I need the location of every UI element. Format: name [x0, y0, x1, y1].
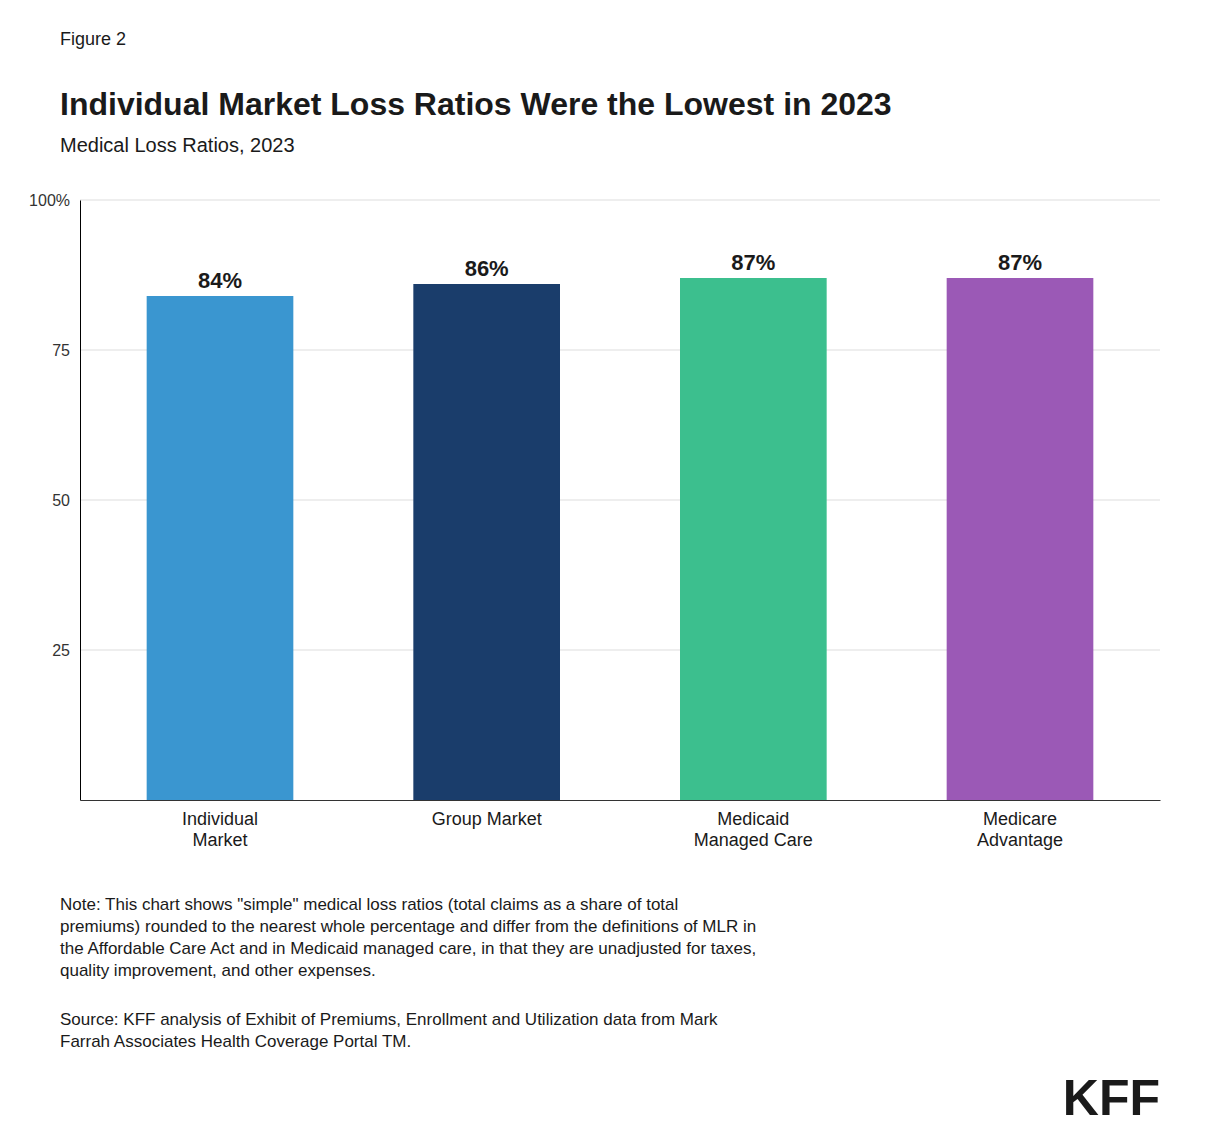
text-line: Medicaid — [717, 809, 789, 829]
x-axis: IndividualMarket Group Market MedicaidMana… — [81, 800, 1161, 850]
chart-title: Individual Market Loss Ratios Were the L… — [60, 86, 892, 122]
text-line: quality improvement, and other expenses. — [60, 961, 376, 980]
x-tick: MedicareAdvantage — [977, 800, 1063, 850]
y-tick-label: 75 — [52, 342, 70, 359]
text-line: premiums) rounded to the nearest whole p… — [60, 917, 756, 936]
y-tick-label: 25 — [52, 642, 70, 659]
note: Note: This chart shows "simple" medical … — [60, 895, 756, 980]
data-label: 86% — [465, 256, 509, 281]
bar — [147, 296, 294, 800]
logo: KFF — [1063, 1070, 1160, 1126]
figure-label: Figure 2 — [60, 29, 126, 49]
text-line: Managed Care — [694, 830, 813, 850]
text-line: Advantage — [977, 830, 1063, 850]
y-tick-label: 50 — [52, 492, 70, 509]
data-labels: 84% 86% 87% 87% — [198, 250, 1042, 293]
x-tick-label: MedicareAdvantage — [977, 809, 1063, 851]
y-axis: 25 50 75 100% — [29, 192, 80, 801]
grid-line — [80, 200, 1160, 201]
y-tick: 25 — [52, 642, 80, 659]
y-tick: 75 — [52, 342, 80, 359]
y-tick: 100% — [29, 192, 80, 209]
text-line: Note: This chart shows "simple" medical … — [60, 895, 678, 914]
x-tick-label: MedicaidManaged Care — [694, 809, 813, 851]
x-tick: MedicaidManaged Care — [694, 800, 813, 850]
text-line: Group Market — [432, 809, 542, 829]
source: Source: KFF analysis of Exhibit of Premi… — [60, 1010, 718, 1051]
chart-svg: Figure 2 Individual Market Loss Ratios We… — [0, 0, 1220, 1140]
y-axis-line — [80, 201, 81, 801]
bar — [680, 278, 827, 800]
text-line: Individual — [182, 809, 258, 829]
data-label: 84% — [198, 268, 242, 293]
x-tick: Group Market — [432, 800, 542, 829]
y-tick-label: 100% — [29, 192, 70, 209]
x-tick-label: IndividualMarket — [182, 809, 258, 851]
bars — [147, 278, 1094, 800]
chart-subtitle: Medical Loss Ratios, 2023 — [60, 134, 295, 156]
bar — [413, 284, 560, 800]
bar — [947, 278, 1094, 800]
x-tick-label: Group Market — [432, 809, 542, 829]
chart-container: Figure 2 Individual Market Loss Ratios We… — [0, 0, 1220, 1140]
text-line: Market — [192, 830, 247, 850]
data-label: 87% — [998, 250, 1042, 275]
text-line: Source: KFF analysis of Exhibit of Premi… — [60, 1010, 718, 1029]
text-line: Medicare — [983, 809, 1057, 829]
text-line: the Affordable Care Act and in Medicaid … — [60, 939, 756, 958]
x-axis-line — [81, 800, 1161, 801]
data-label: 87% — [731, 250, 775, 275]
x-tick: IndividualMarket — [182, 800, 258, 850]
y-tick: 50 — [52, 492, 80, 509]
text-line: Farrah Associates Health Coverage Portal… — [60, 1032, 411, 1051]
